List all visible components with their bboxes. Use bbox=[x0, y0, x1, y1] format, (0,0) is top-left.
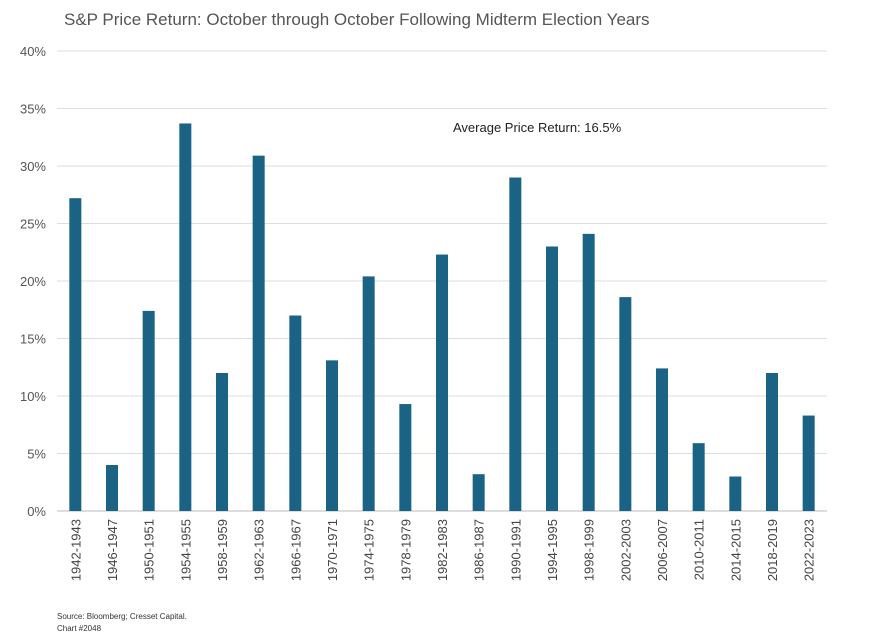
x-tick-label: 1958-1959 bbox=[215, 519, 230, 581]
x-tick-label: 2010-2011 bbox=[692, 519, 707, 580]
bar bbox=[582, 233, 595, 511]
bar bbox=[472, 474, 485, 511]
x-tick-label: 2022-2023 bbox=[802, 519, 817, 581]
source-text: Source: Bloomberg; Cresset Capital. bbox=[57, 612, 187, 621]
y-tick-label: 35% bbox=[20, 102, 46, 117]
y-tick-label: 15% bbox=[20, 332, 46, 347]
bar bbox=[289, 315, 302, 511]
x-tick-label: 1998-1999 bbox=[582, 519, 597, 581]
bar bbox=[69, 198, 82, 511]
x-tick-label: 1966-1967 bbox=[288, 519, 303, 581]
x-tick-label: 1954-1955 bbox=[178, 519, 193, 581]
chart-id: Chart #2048 bbox=[57, 624, 102, 633]
x-tick-label: 1942-1943 bbox=[68, 519, 83, 581]
bar bbox=[436, 254, 448, 512]
x-tick-label: 1982-1983 bbox=[435, 519, 450, 581]
x-tick-label: 2006-2007 bbox=[655, 519, 670, 581]
bar bbox=[692, 443, 705, 511]
bar bbox=[252, 155, 265, 511]
y-tick-label: 5% bbox=[27, 447, 46, 462]
x-tick-label: 1974-1975 bbox=[362, 519, 377, 581]
bar bbox=[399, 404, 412, 511]
y-tick-label: 25% bbox=[20, 217, 46, 232]
chart-title: S&P Price Return: October through Octobe… bbox=[64, 10, 650, 29]
x-tick-label: 1986-1987 bbox=[472, 519, 487, 581]
x-tick-label: 1990-1991 bbox=[508, 519, 523, 581]
bar bbox=[179, 123, 192, 511]
y-tick-label: 10% bbox=[20, 389, 46, 404]
x-tick-label: 2002-2003 bbox=[618, 519, 633, 581]
y-tick-label: 20% bbox=[20, 274, 46, 289]
x-tick-label: 1950-1951 bbox=[142, 519, 157, 581]
x-tick-label: 1994-1995 bbox=[545, 519, 560, 581]
bar bbox=[509, 177, 522, 511]
bar bbox=[142, 310, 155, 511]
x-tick-label: 2014-2015 bbox=[728, 519, 743, 581]
bar bbox=[619, 297, 632, 511]
source-note: Source: Bloomberg; Cresset Capital. Char… bbox=[57, 611, 187, 635]
bar bbox=[216, 373, 228, 511]
bar bbox=[729, 476, 742, 511]
bar bbox=[546, 246, 558, 511]
x-tick-label: 2018-2019 bbox=[765, 519, 780, 581]
y-tick-label: 40% bbox=[20, 44, 46, 59]
average-annotation: Average Price Return: 16.5% bbox=[453, 120, 622, 135]
bar bbox=[326, 360, 338, 511]
x-tick-label: 1962-1963 bbox=[252, 519, 267, 581]
bar bbox=[656, 368, 668, 511]
y-tick-label: 0% bbox=[27, 504, 46, 519]
bar bbox=[766, 373, 778, 511]
x-tick-label: 1978-1979 bbox=[398, 519, 413, 581]
bar bbox=[362, 276, 375, 511]
bar bbox=[106, 465, 118, 511]
x-tick-label: 1946-1947 bbox=[105, 519, 120, 581]
x-tick-label: 1970-1971 bbox=[325, 519, 340, 581]
y-tick-label: 30% bbox=[20, 159, 46, 174]
bar bbox=[802, 415, 815, 511]
